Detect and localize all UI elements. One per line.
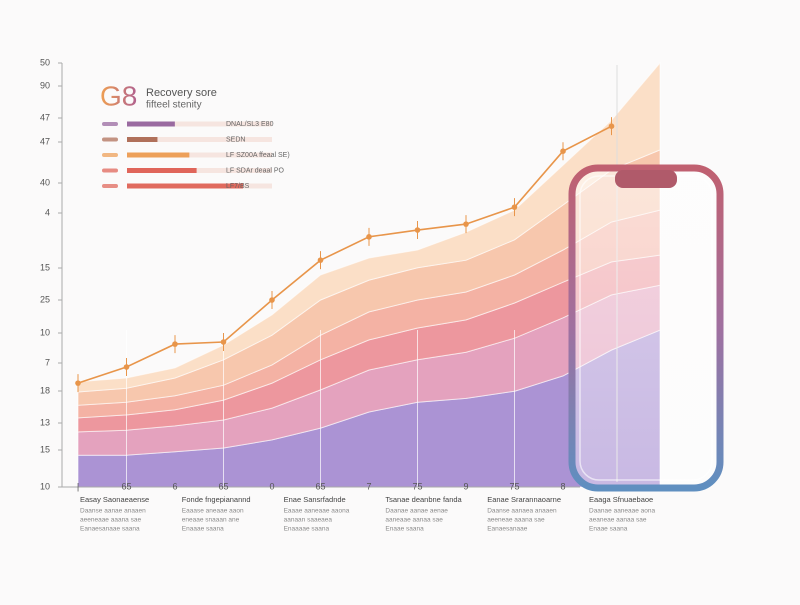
row-track [127,121,272,127]
trend-marker [463,221,469,227]
y-tick-label: 15 [40,444,50,454]
area [77,61,661,393]
y-tick-label: 13 [40,417,50,427]
row-label: SEDN [226,136,245,143]
caption-line: aeaneae aanaa sae [589,517,647,524]
caption-line: aeeneae aaana sae [487,517,545,524]
row-label: DNAL/SL3 E80 [226,121,274,128]
y-tick-label: 10 [40,481,50,491]
row-marker [102,153,118,157]
y-tick-label: 50 [40,57,50,67]
row-bar [127,121,175,127]
y-tick-label: 47 [40,136,50,146]
caption-line: Daanae aaneaae aona [589,508,656,515]
phone-notch [615,170,677,188]
caption-line: Eaaae aaneaae aaona [284,508,350,515]
chart-subtitle: fifteel stenity [146,100,202,111]
x-tick-label: 9 [463,481,468,491]
y-tick-label: 15 [40,262,50,272]
x-tick-label: | [77,481,79,491]
x-tick-label: 8 [560,481,565,491]
caption-line: Eanaesanaae saana [80,526,140,533]
row-marker [102,137,118,142]
row-bar [127,152,190,158]
trend-marker [414,227,421,233]
trend-marker [220,339,227,345]
y-tick-label: 90 [40,80,50,90]
y-tick-label: 18 [40,385,50,395]
trend-marker [317,257,324,263]
trend-marker [511,204,518,210]
x-tick-label: 75 [509,481,519,491]
phone [568,164,724,492]
trend-marker [366,234,372,240]
row-label: LF7/BS [226,183,250,190]
row-label: LF SZ00A ffeaal SE) [226,152,290,159]
trend-marker [560,148,566,154]
y-tick-label: 25 [40,294,50,304]
row-track [127,152,272,158]
badge: G8 [100,80,137,111]
row-track [127,168,272,173]
x-tick-label: 65 [121,481,131,491]
caption-line: Daanae aanae aenae [385,508,448,515]
x-tick-label: 65 [218,481,228,491]
y-tick-label: 10 [40,327,50,337]
phone-frame [568,164,724,492]
row-bar [127,183,243,189]
row-marker [102,184,118,188]
caption-line: Daanse aanae anaaen [80,508,146,515]
trend-marker [123,364,130,370]
caption-title: Eanae Srarannaoarne [487,495,561,504]
trend-marker [172,341,178,347]
row-bar [127,137,158,142]
row-label: LF SDAr deaal PO [226,167,285,174]
caption-title: Tsanae deanbne fanda [385,495,462,504]
x-tick-label: 65 [315,481,325,491]
caption-line: Enaae saana [385,526,424,533]
y-tick-label: 4 [45,207,50,217]
x-tick-label: 6 [172,481,177,491]
caption-line: Eaaase aneaae aaon [182,508,244,515]
row-marker [102,122,118,126]
row-bar [127,168,197,173]
caption-line: Enaaae saana [182,526,224,533]
trend-marker [269,297,275,303]
trend-line [77,125,612,384]
caption-line: Daanse aanaea anaaen [487,508,557,515]
row-marker [102,168,118,173]
y-tick-label: 7 [45,357,50,367]
x-tick-label: 75 [412,481,422,491]
y-tick-label: 40 [40,177,50,187]
trend-layer [75,117,615,393]
caption-title: Enae Sansrfadnde [284,495,346,504]
trend-marker [75,380,81,386]
row-track [127,137,272,142]
caption-line: Enaae saana [589,526,628,533]
caption-line: aaneaae aanaa sae [385,517,443,524]
caption-title: Easay Saonaeaense [80,495,149,504]
caption-line: aeeneaae aaana sae [80,517,141,524]
caption-line: Eanaesanaae [487,526,528,533]
x-tick-label: 0 [269,481,274,491]
caption-line: Enaaaae saana [284,526,330,533]
trend-marker [608,123,615,129]
bar-rows: DNAL/SL3 E80 SEDN LF SZ00A ffeaal SE) LF SD… [102,121,290,190]
y-tick-label: 47 [40,112,50,122]
x-tick-label: 7 [366,481,371,491]
chart-title: Recovery sore [146,87,217,99]
caption-title: Fonde fngepianannd [182,495,251,504]
caption-line: aanaan saaeaea [284,517,333,524]
captions: Easay Saonaeaense Daanse aanae anaaen aeen… [80,495,656,533]
caption-title: Eaaga Sfnuaebaoe [589,495,653,504]
caption-line: eneaae snaaan ane [182,517,240,524]
